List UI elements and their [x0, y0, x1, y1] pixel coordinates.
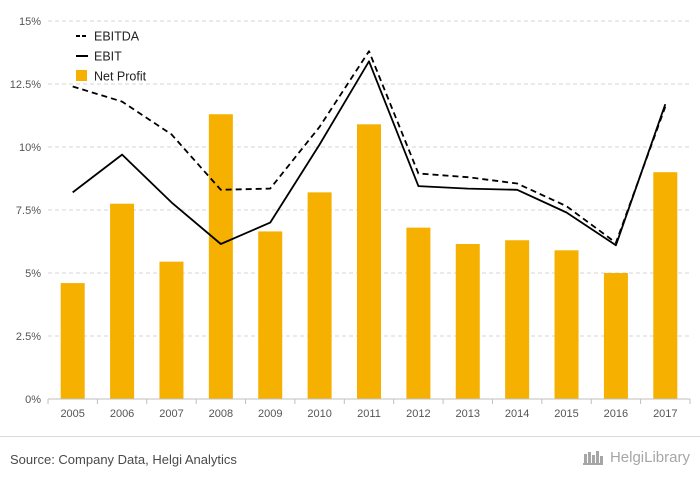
net-profit-bar: [258, 231, 283, 399]
net-profit-bar: [307, 192, 332, 399]
legend-swatch-net-profit: [76, 70, 87, 81]
y-axis: 0% 2.5% 5% 7.5% 10% 12.5% 15%: [10, 16, 41, 406]
x-axis: 2005 2006 2007 2008 2009 2010 2011 2012 2013 2014…: [47, 398, 691, 420]
net-profit-bar: [159, 261, 184, 399]
brand-name: HelgiLibrary: [609, 448, 690, 466]
source-text: Source: Company Data, Helgi Analytics: [10, 452, 237, 467]
x-tick-label: 2007: [159, 408, 183, 420]
x-tick-label: 2015: [554, 408, 578, 420]
y-tick-label: 15%: [19, 16, 41, 28]
y-tick-label: 2.5%: [16, 331, 41, 343]
x-tick-label: 2008: [209, 408, 233, 420]
footer: Source: Company Data, Helgi Analytics He…: [0, 436, 700, 483]
net-profit-bar: [60, 283, 85, 399]
line-series: [72, 50, 667, 247]
net-profit-bars: [60, 114, 678, 400]
y-tick-label: 12.5%: [10, 79, 41, 91]
x-tick-label: 2010: [307, 408, 331, 420]
x-tick-label: 2014: [505, 408, 529, 420]
net-profit-bar: [505, 240, 530, 399]
net-profit-bar: [455, 244, 480, 399]
net-profit-bar: [554, 250, 579, 399]
x-tick-label: 2011: [357, 408, 381, 420]
legend-label-ebitda: EBITDA: [94, 30, 140, 44]
net-profit-bar: [406, 227, 431, 399]
y-tick-label: 10%: [19, 142, 41, 154]
legend: EBITDA EBIT Net Profit: [76, 30, 147, 84]
net-profit-bar: [110, 203, 135, 399]
net-profit-bar: [208, 114, 233, 400]
brand-logo: HelgiLibrary: [582, 448, 690, 466]
library-icon: [582, 451, 603, 465]
x-tick-label: 2016: [604, 408, 628, 420]
ebit-line: [72, 60, 667, 247]
x-tick-label: 2012: [406, 408, 430, 420]
y-tick-label: 5%: [25, 268, 41, 280]
grid-lines: [48, 20, 690, 337]
x-tick-label: 2006: [110, 408, 134, 420]
y-tick-label: 7.5%: [16, 205, 41, 217]
legend-label-net-profit: Net Profit: [94, 70, 147, 84]
legend-label-ebit: EBIT: [94, 50, 122, 64]
net-profit-bar: [603, 273, 628, 399]
net-profit-bar: [653, 172, 678, 399]
x-tick-label: 2009: [258, 408, 282, 420]
y-tick-label: 0%: [25, 394, 41, 406]
combo-chart: 0% 2.5% 5% 7.5% 10% 12.5% 15% 2005 2006 2007 2008…: [10, 16, 691, 420]
x-tick-label: 2017: [653, 408, 677, 420]
x-tick-label: 2005: [60, 408, 84, 420]
net-profit-bar: [357, 124, 381, 399]
ebitda-line: [72, 50, 667, 244]
x-tick-label: 2013: [456, 408, 480, 420]
